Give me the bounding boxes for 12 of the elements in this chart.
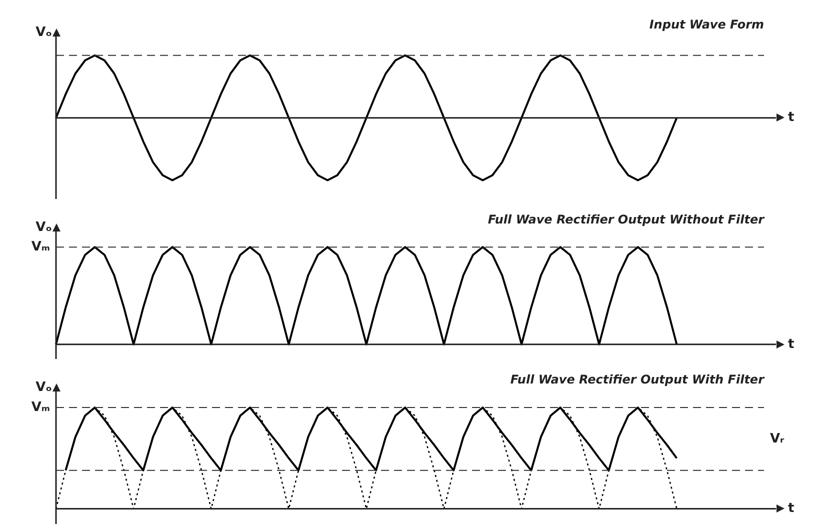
y-axis-title: Vₒ: [36, 380, 52, 395]
chart-title: Full Wave Rectifier Output Without Filter: [488, 212, 766, 226]
ref-line-label: Vₘ: [31, 400, 50, 415]
y-axis-title: Vₒ: [36, 24, 52, 40]
chart-title: Input Wave Form: [649, 17, 764, 32]
x-axis-title: t: [788, 110, 794, 126]
chart-title: Full Wave Rectifier Output With Filter: [510, 372, 766, 386]
ref-line-label: Vₘ: [31, 239, 50, 254]
text: Vᵣ: [770, 431, 786, 446]
y-axis-title: Vₒ: [36, 220, 52, 235]
x-axis-title: t: [788, 336, 794, 352]
x-axis-title: t: [788, 501, 794, 516]
